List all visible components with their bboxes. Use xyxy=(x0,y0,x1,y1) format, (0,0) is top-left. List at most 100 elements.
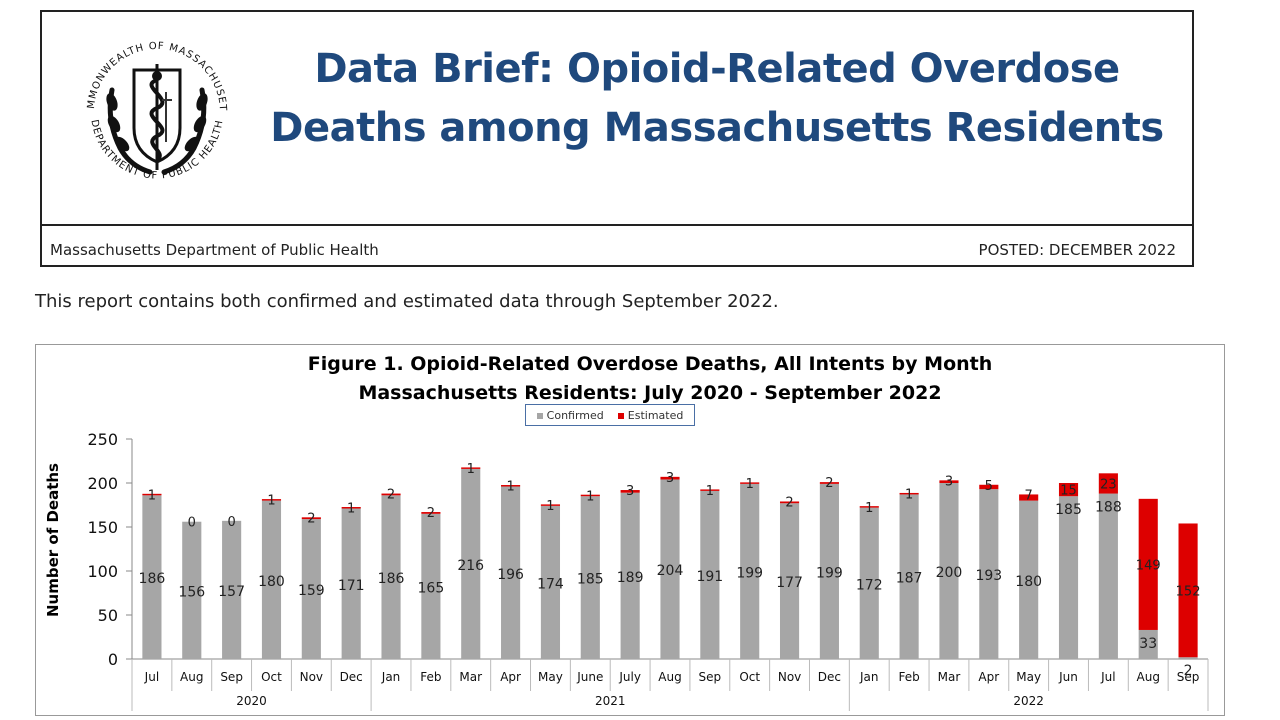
legend-item-confirmed: Confirmed xyxy=(536,409,604,422)
bar-confirmed xyxy=(1178,657,1198,659)
bar-confirmed xyxy=(461,468,481,659)
legend-label-estimated: Estimated xyxy=(627,408,684,422)
x-tick-label: Aug xyxy=(180,670,203,684)
data-label-estimated: 149 xyxy=(1136,558,1161,573)
bar-confirmed xyxy=(899,494,919,659)
bar-estimated xyxy=(740,482,760,484)
data-label-confirmed: 185 xyxy=(577,572,604,588)
bar-confirmed xyxy=(859,507,879,659)
data-label-estimated: 2 xyxy=(427,506,435,521)
x-tick-label: Jan xyxy=(381,670,401,684)
legend-swatch-estimated xyxy=(617,412,624,419)
title-line-2: Deaths among Massachusetts Residents xyxy=(270,105,1164,151)
x-tick-label: Feb xyxy=(420,670,441,684)
bar-estimated xyxy=(421,512,441,514)
data-label-confirmed: 174 xyxy=(537,576,564,592)
bar-confirmed xyxy=(1019,500,1039,659)
data-label-estimated: 1 xyxy=(706,484,714,499)
x-tick-label: Oct xyxy=(261,670,282,684)
data-label-confirmed: 156 xyxy=(178,584,205,600)
data-label-confirmed: 157 xyxy=(218,584,245,600)
chart-title-line-2: Massachusetts Residents: July 2020 - Sep… xyxy=(358,382,942,404)
data-label-confirmed: 196 xyxy=(497,567,524,583)
y-tick-label: 0 xyxy=(108,650,118,669)
data-label-confirmed: 186 xyxy=(139,571,166,587)
chart-legend: Confirmed Estimated xyxy=(525,404,695,426)
bar-confirmed xyxy=(1098,493,1118,659)
bar-estimated xyxy=(261,499,282,501)
data-label-estimated: 1 xyxy=(865,501,873,516)
bar-confirmed xyxy=(1058,496,1079,659)
title-line-1: Data Brief: Opioid-Related Overdose xyxy=(314,46,1120,92)
x-tick-label: Sep xyxy=(220,670,243,684)
x-tick-label: Apr xyxy=(978,670,999,684)
bar-confirmed xyxy=(979,489,999,659)
bar-estimated xyxy=(142,493,162,496)
bar-estimated xyxy=(301,517,321,520)
data-label-confirmed: 199 xyxy=(816,565,843,581)
data-label-estimated: 3 xyxy=(626,484,634,499)
data-label-estimated: 0 xyxy=(227,515,235,530)
bar-estimated xyxy=(1178,523,1198,658)
bar-estimated xyxy=(381,493,401,496)
data-label-confirmed: 204 xyxy=(657,563,684,579)
x-tick-label: Jan xyxy=(859,670,879,684)
data-label-confirmed: 177 xyxy=(776,575,803,591)
report-description: This report contains both confirmed and … xyxy=(35,291,779,312)
bar-estimated xyxy=(461,467,481,469)
data-label-estimated: 2 xyxy=(785,495,793,510)
x-tick-label: Feb xyxy=(898,670,919,684)
data-label-estimated: 1 xyxy=(467,462,475,477)
data-label-estimated: 2 xyxy=(825,476,833,491)
bar-estimated xyxy=(1058,483,1079,497)
data-label-estimated: 23 xyxy=(1100,477,1117,492)
x-tick-label: Nov xyxy=(778,670,801,684)
bar-confirmed xyxy=(501,486,521,659)
y-tick-label: 50 xyxy=(98,606,118,625)
bar-confirmed xyxy=(341,508,361,659)
data-label-confirmed: 193 xyxy=(975,568,1002,584)
data-label-confirmed: 180 xyxy=(258,574,285,590)
bar-confirmed xyxy=(142,495,162,659)
data-label-estimated: 2 xyxy=(387,488,395,503)
x-tick-label: July xyxy=(618,670,641,684)
bar-estimated xyxy=(979,484,999,490)
bar-estimated xyxy=(341,507,361,509)
header-box: COMMONWEALTH OF MASSACHUSETTS DEPARTMENT… xyxy=(40,10,1194,267)
x-tick-label: Dec xyxy=(818,670,841,684)
x-tick-label: Oct xyxy=(739,670,760,684)
chart-title: Figure 1. Opioid-Related Overdose Deaths… xyxy=(220,350,1080,408)
bar-confirmed xyxy=(301,519,321,659)
bar-estimated xyxy=(700,489,720,491)
x-tick-label: June xyxy=(576,670,603,684)
bar-estimated xyxy=(1098,473,1118,494)
data-label-confirmed: 200 xyxy=(936,565,963,581)
data-label-confirmed: 159 xyxy=(298,583,325,599)
data-label-confirmed: 186 xyxy=(378,571,405,587)
data-label-confirmed: 33 xyxy=(1139,636,1157,652)
data-label-confirmed: 187 xyxy=(896,571,923,587)
data-label-estimated: 1 xyxy=(347,502,355,517)
data-label-confirmed: 2 xyxy=(1184,663,1193,679)
data-label-estimated: 1 xyxy=(905,488,913,503)
data-label-confirmed: 189 xyxy=(617,570,644,586)
data-label-estimated: 1 xyxy=(746,477,754,492)
data-label-confirmed: 188 xyxy=(1095,500,1122,516)
data-label-confirmed: 191 xyxy=(696,569,723,585)
x-tick-label: Sep xyxy=(699,670,722,684)
x-tick-label: Dec xyxy=(340,670,363,684)
bar-confirmed xyxy=(261,500,282,659)
bar-estimated xyxy=(819,482,839,484)
x-tick-label: Sep xyxy=(1177,670,1200,684)
bar-estimated xyxy=(501,485,521,487)
bar-estimated xyxy=(1138,498,1158,630)
x-tick-label: Jun xyxy=(1058,670,1078,684)
bar-confirmed xyxy=(620,492,640,659)
bar-confirmed xyxy=(700,490,720,659)
bar-confirmed xyxy=(580,496,600,659)
bar-estimated xyxy=(540,504,561,506)
state-seal-logo: COMMONWEALTH OF MASSACHUSETTS DEPARTMENT… xyxy=(72,20,227,182)
data-label-confirmed: 216 xyxy=(457,558,484,574)
x-tick-label: Jul xyxy=(1100,670,1115,684)
x-tick-label: May xyxy=(1016,670,1041,684)
